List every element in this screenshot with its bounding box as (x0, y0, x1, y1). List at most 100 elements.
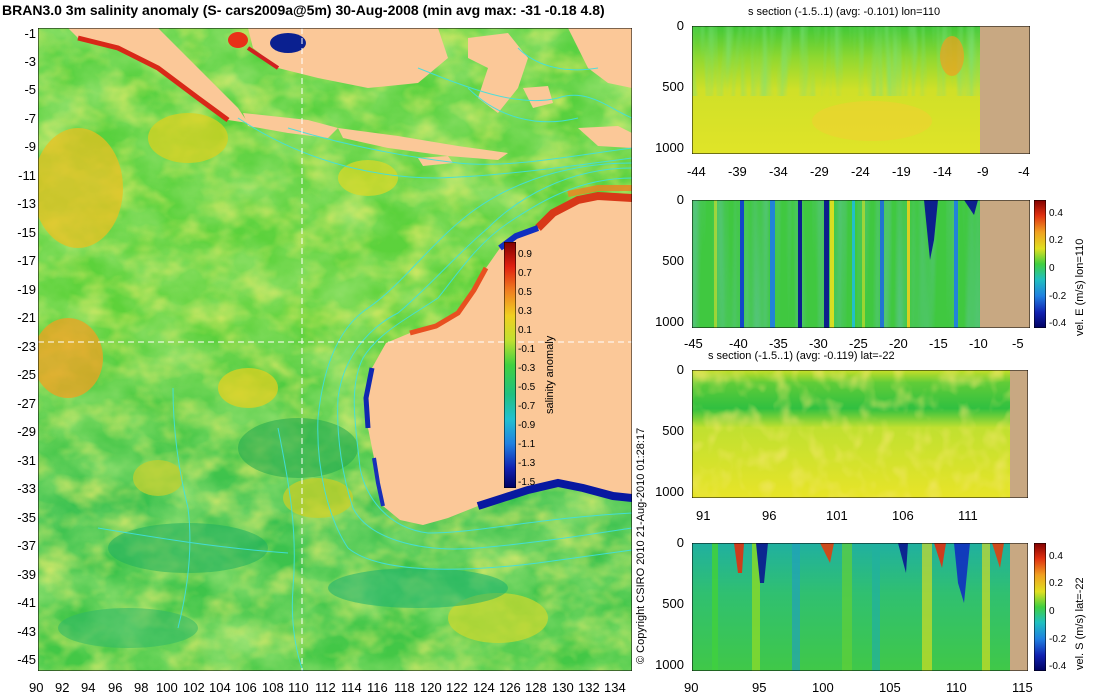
y-tick: -45 (17, 652, 36, 667)
x-tick: -15 (929, 336, 948, 351)
cb-tick: -0.9 (518, 420, 536, 431)
x-tick: 96 (762, 508, 777, 523)
cb-tick: -1.1 (518, 439, 536, 450)
x-tick: 100 (156, 680, 178, 695)
velocity-south-colorbar (1034, 543, 1046, 671)
x-tick: 111 (958, 508, 978, 523)
y-tick: -9 (24, 139, 36, 154)
x-tick: -9 (977, 164, 989, 179)
x-tick: -29 (810, 164, 829, 179)
map-title: BRAN3.0 3m salinity anomaly (S- cars2009… (2, 2, 605, 18)
cb-tick: -1.5 (518, 477, 536, 488)
x-tick: 134 (604, 680, 626, 695)
velocity-east-colorbar (1034, 200, 1046, 328)
salinity-colorbar (504, 242, 516, 488)
x-tick: 105 (879, 680, 901, 695)
x-tick: -25 (849, 336, 868, 351)
panel1-title: s section (-1.5..1) (avg: -0.101) lon=11… (748, 6, 941, 18)
y-tick: -25 (17, 367, 36, 382)
y-tick: -15 (17, 225, 36, 240)
x-tick: -35 (769, 336, 788, 351)
y-tick: -7 (24, 111, 36, 126)
x-tick: -34 (769, 164, 788, 179)
section-panel-lat[interactable] (692, 370, 1028, 498)
cb-tick: 0.5 (518, 287, 532, 298)
y-tick: -33 (17, 481, 36, 496)
x-tick: 118 (394, 680, 415, 695)
y-tick: 500 (662, 253, 684, 268)
x-tick: 100 (812, 680, 834, 695)
x-tick: -39 (728, 164, 747, 179)
y-tick: -13 (17, 196, 36, 211)
cb-tick: -0.3 (518, 363, 536, 374)
y-tick: -41 (17, 595, 36, 610)
x-tick: 106 (235, 680, 257, 695)
cb-tick: 0.2 (1049, 235, 1063, 246)
cb-tick: 0.9 (518, 249, 532, 260)
x-tick: 110 (946, 680, 967, 695)
cb-tick: 0 (1049, 606, 1055, 617)
x-tick: 120 (420, 680, 442, 695)
y-tick: -27 (17, 396, 36, 411)
y-tick: 1000 (655, 140, 684, 155)
x-tick: -45 (684, 336, 703, 351)
panel2-cb-label: vel. E (m/s) lon=110 (1074, 238, 1086, 336)
cb-tick: -0.1 (518, 344, 536, 355)
x-tick: 132 (578, 680, 600, 695)
copyright: © Copyright CSIRO 2010 21-Aug-2010 01:28… (635, 427, 647, 664)
x-tick: 112 (315, 680, 336, 695)
x-tick: -40 (729, 336, 748, 351)
y-tick: -39 (17, 567, 36, 582)
x-tick: 92 (55, 680, 70, 695)
cb-tick: 0.2 (1049, 578, 1063, 589)
x-tick: 90 (684, 680, 699, 695)
cb-tick: 0.4 (1049, 551, 1063, 562)
x-tick: 122 (446, 680, 468, 695)
y-tick: 0 (676, 18, 684, 33)
x-tick: -10 (969, 336, 988, 351)
cb-tick: 0.4 (1049, 208, 1063, 219)
cb-tick: -1.3 (518, 458, 536, 469)
australia-land (366, 196, 632, 525)
y-tick: 1000 (655, 657, 684, 672)
y-tick: 500 (662, 79, 684, 94)
panel3-title: s section (-1.5..1) (avg: -0.119) lat=-2… (708, 350, 895, 362)
x-tick: 128 (525, 680, 547, 695)
x-tick: -5 (1012, 336, 1024, 351)
cb-tick: -0.5 (518, 382, 536, 393)
panel4-cb-label: vel. S (m/s) lat=-22 (1074, 577, 1086, 670)
x-tick: 101 (826, 508, 848, 523)
y-tick: -17 (17, 253, 36, 268)
y-tick: -23 (17, 339, 36, 354)
x-tick: 124 (473, 680, 495, 695)
velocity-south-panel[interactable] (692, 543, 1028, 671)
x-tick: -24 (851, 164, 870, 179)
y-tick: 1000 (655, 314, 684, 329)
cb-tick: 0 (1049, 263, 1055, 274)
cool-anomalies (58, 418, 508, 648)
x-tick: 106 (892, 508, 914, 523)
y-tick: 500 (662, 596, 684, 611)
x-tick: 110 (288, 680, 309, 695)
y-tick: -3 (24, 54, 36, 69)
y-tick: -21 (17, 310, 36, 325)
cb-tick: -0.4 (1049, 318, 1067, 329)
x-tick: -20 (889, 336, 908, 351)
cb-tick: 0.3 (518, 306, 532, 317)
cb-tick: -0.7 (518, 401, 536, 412)
section-panel-lon[interactable] (692, 26, 1030, 154)
x-tick: 126 (499, 680, 521, 695)
x-tick: -19 (892, 164, 911, 179)
salinity-map[interactable] (38, 28, 632, 671)
cb-tick: -0.2 (1049, 634, 1067, 645)
x-tick: 114 (341, 680, 362, 695)
y-tick: -1 (24, 26, 36, 41)
velocity-east-panel[interactable] (692, 200, 1030, 328)
x-tick: 115 (1012, 680, 1033, 695)
x-tick: -4 (1018, 164, 1030, 179)
y-tick: -5 (24, 82, 36, 97)
x-tick: -30 (809, 336, 828, 351)
x-tick: -14 (933, 164, 952, 179)
cb-tick: -0.2 (1049, 291, 1067, 302)
y-tick: -31 (17, 453, 36, 468)
